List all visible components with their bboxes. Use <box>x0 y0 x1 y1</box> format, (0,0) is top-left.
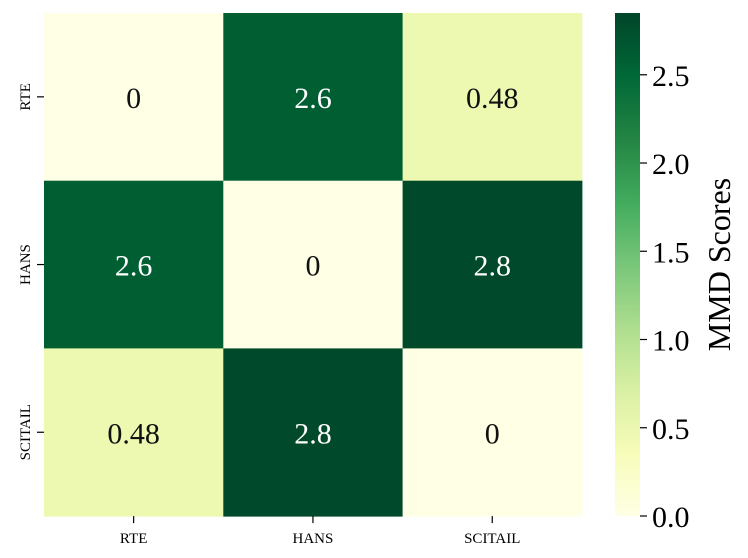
colorbar-tick-label: 2.0 <box>652 148 690 181</box>
cell-value-label: 0.48 <box>466 82 519 115</box>
colorbar-tick-label: 1.5 <box>652 236 690 269</box>
cell-value-label: 2.8 <box>474 250 512 283</box>
cell-value-label: 0 <box>485 417 500 450</box>
heatmap-cell-rte-scitail <box>402 13 583 182</box>
heatmap-cell-scitail-hans <box>223 348 404 517</box>
heatmap-cell-hans-scitail <box>402 180 583 349</box>
cell-value-label: 0.48 <box>107 417 160 450</box>
colorbar-tick-label: 1.0 <box>652 325 690 358</box>
heatmap-cell-scitail-scitail <box>402 348 583 517</box>
cell-value-label: 2.6 <box>294 82 332 115</box>
colorbar-gradient <box>615 13 640 516</box>
y-tick-label: SCITAIL <box>18 404 34 460</box>
cell-value-label: 2.6 <box>115 250 153 283</box>
heatmap-cells: 0 2.6 0.48 2.6 0 2.8 0.48 2.8 0 <box>44 13 583 517</box>
heatmap-cell-hans-hans <box>223 180 404 349</box>
x-tick-label: HANS <box>293 531 334 547</box>
y-tick-label: HANS <box>18 244 34 285</box>
x-axis: RTE HANS SCITAIL <box>120 516 520 547</box>
colorbar-tick-label: 0.5 <box>652 413 690 446</box>
cell-value-label: 2.8 <box>294 417 332 450</box>
cell-value-label: 0 <box>126 82 141 115</box>
heatmap-cell-rte-hans <box>223 13 404 182</box>
colorbar-tick-label: 2.5 <box>652 60 690 93</box>
y-tick-label: RTE <box>18 83 34 110</box>
heatmap-cell-scitail-rte <box>44 348 224 517</box>
x-tick-label: SCITAIL <box>464 531 520 547</box>
colorbar: 0.0 0.5 1.0 1.5 2.0 2.5 <box>615 13 690 534</box>
heatmap-cell-hans-rte <box>44 180 224 349</box>
x-tick-label: RTE <box>120 531 147 547</box>
cell-value-label: 0 <box>305 250 320 283</box>
colorbar-label: MMD Scores <box>701 178 737 351</box>
heatmap-cell-rte-rte <box>44 13 224 182</box>
colorbar-tick-label: 0.0 <box>652 501 690 534</box>
y-axis: RTE HANS SCITAIL <box>18 83 44 460</box>
